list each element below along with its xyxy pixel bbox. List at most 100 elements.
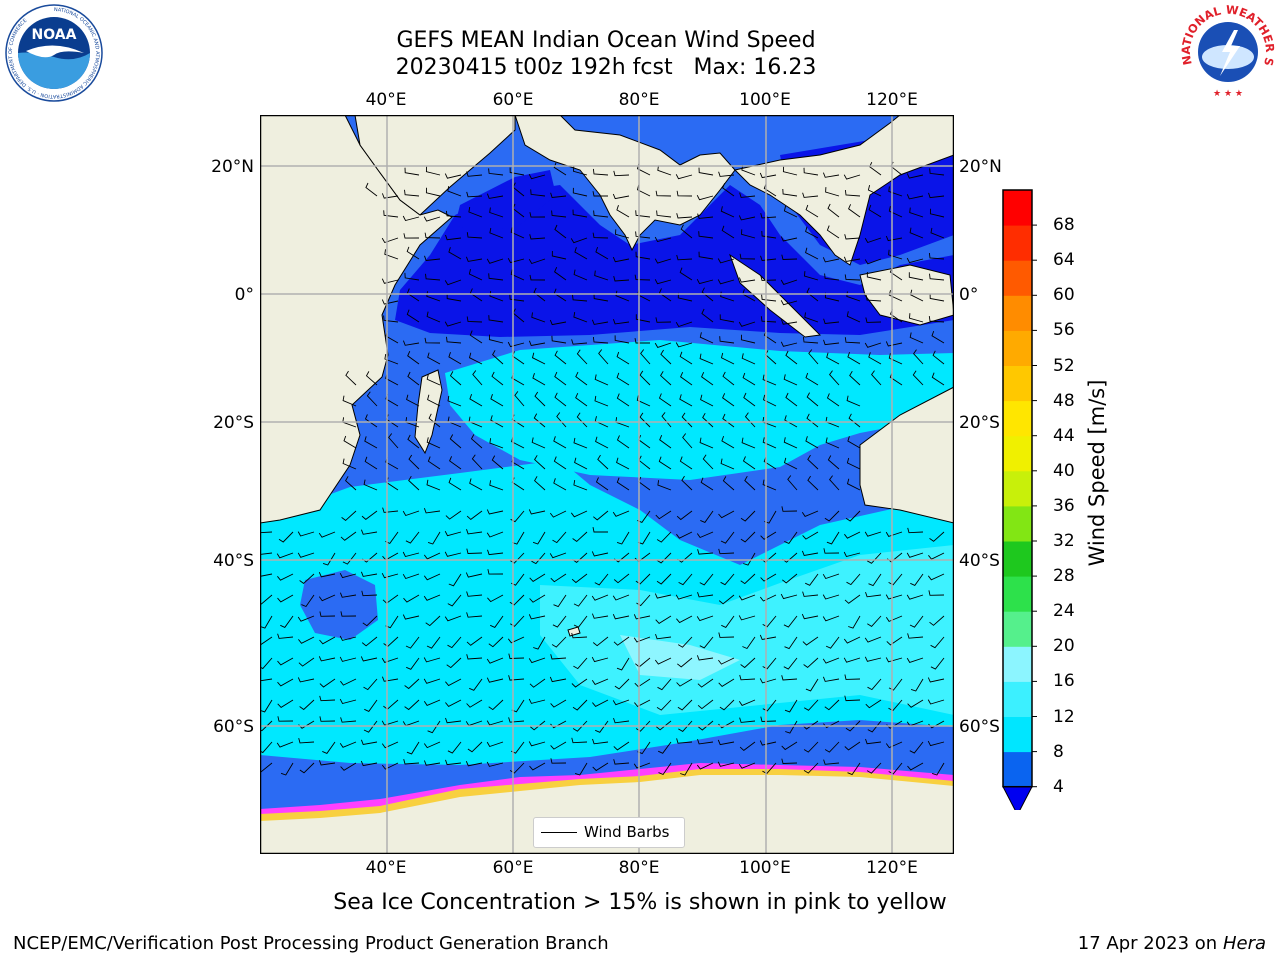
wind-barb [571, 573, 588, 584]
wind-barb [508, 717, 525, 723]
wind-barb [381, 720, 399, 726]
wind-barb [676, 254, 693, 261]
wind-barb [591, 551, 609, 557]
wind-barb [846, 311, 861, 323]
wind-barb [843, 256, 861, 263]
wind-barb [701, 308, 714, 323]
wind-barb [615, 229, 630, 239]
wind-barb [552, 615, 567, 628]
wind-barb [404, 699, 420, 711]
wind-barb [929, 208, 945, 218]
wind-barb [529, 594, 546, 603]
colorbar-swatch [1003, 400, 1032, 437]
wind-barb [824, 273, 840, 281]
wind-barb [507, 257, 525, 264]
wind-barb [426, 291, 441, 302]
colorbar-tick-label: 68 [1053, 215, 1075, 236]
lat-label-40s-left: 40°S [213, 551, 254, 571]
wind-barb [823, 720, 840, 729]
wind-barb [466, 612, 483, 618]
wind-barb [364, 456, 378, 470]
wind-barb [488, 334, 504, 344]
colorbar-extend-arrow [1002, 786, 1033, 810]
lat-label-20n-left: 20°N [211, 157, 254, 177]
wind-barb [702, 412, 714, 428]
wind-barb [342, 552, 357, 565]
wind-barb [909, 227, 924, 239]
wind-barb [361, 590, 378, 597]
wind-barb [549, 510, 567, 518]
wind-barb [529, 234, 546, 240]
wind-barb [508, 653, 525, 659]
wind-barb [614, 678, 630, 690]
wind-barb [469, 678, 483, 691]
wind-barb [571, 632, 588, 639]
wind-barb [406, 657, 420, 670]
wind-barb [425, 615, 441, 627]
wind-barb [801, 510, 819, 517]
wind-barb [844, 531, 861, 539]
wind-barb [612, 193, 630, 200]
wind-barb [444, 530, 462, 537]
wind-barb [718, 657, 735, 665]
wind-barb [573, 269, 588, 281]
wind-barb [446, 293, 462, 302]
wind-barb [529, 212, 546, 218]
wind-barb [847, 351, 861, 365]
wind-barb [612, 614, 630, 620]
wind-barb [572, 720, 588, 732]
footer-date-text: 17 Apr 2023 on [1077, 933, 1223, 954]
wind-barb [661, 412, 672, 428]
wind-barb [424, 337, 441, 344]
wind-barb [592, 738, 609, 745]
wind-barb [260, 573, 273, 577]
colorbar: 4 8 12 16 20 24 28 32 36 40 44 48 52 56 60 64 68 [990, 170, 1110, 810]
wind-barb [635, 231, 651, 239]
colorbar-swatch [1003, 751, 1032, 788]
wind-barb [927, 573, 945, 581]
wind-barb [906, 257, 924, 264]
wind-barb [675, 321, 693, 328]
wind-barb [867, 678, 882, 691]
wind-barb [783, 657, 798, 670]
wind-barb [507, 341, 525, 348]
wind-barb [803, 741, 819, 753]
wind-barb [929, 168, 945, 176]
wind-barb [444, 173, 462, 179]
lat-label-60s-left: 60°S [213, 717, 254, 737]
wind-barb [928, 552, 945, 560]
wind-barb [698, 167, 714, 176]
wind-barb [381, 572, 399, 579]
wind-barb [678, 720, 693, 732]
wind-barb [573, 480, 588, 491]
wind-barb [634, 338, 650, 344]
wind-barb [277, 716, 294, 722]
wind-barb [909, 207, 924, 218]
wind-barb [738, 699, 756, 706]
wind-barb [928, 192, 945, 199]
wind-barb [760, 275, 777, 281]
wind-barb [909, 741, 924, 754]
wind-barb [825, 437, 840, 449]
wind-barb [529, 720, 546, 731]
wind-barb [823, 318, 840, 324]
wind-barb [658, 762, 672, 776]
wind-barb [635, 251, 651, 260]
wind-barb [466, 191, 483, 198]
wind-barb [785, 720, 798, 734]
wind-barb [865, 738, 882, 745]
wind-barb [868, 204, 882, 218]
wind-barb [488, 699, 504, 711]
wind-barb [677, 699, 693, 711]
wind-barb [488, 315, 504, 323]
wind-barb [406, 741, 420, 755]
wind-barb [761, 294, 777, 302]
wind-barb [616, 393, 630, 407]
wind-barb [277, 657, 294, 666]
wind-barb [822, 657, 840, 664]
wind-barb [508, 675, 525, 681]
wind-barb [635, 210, 651, 218]
wind-barb [802, 636, 819, 646]
wind-barb [699, 332, 714, 344]
wind-barb [428, 413, 441, 428]
